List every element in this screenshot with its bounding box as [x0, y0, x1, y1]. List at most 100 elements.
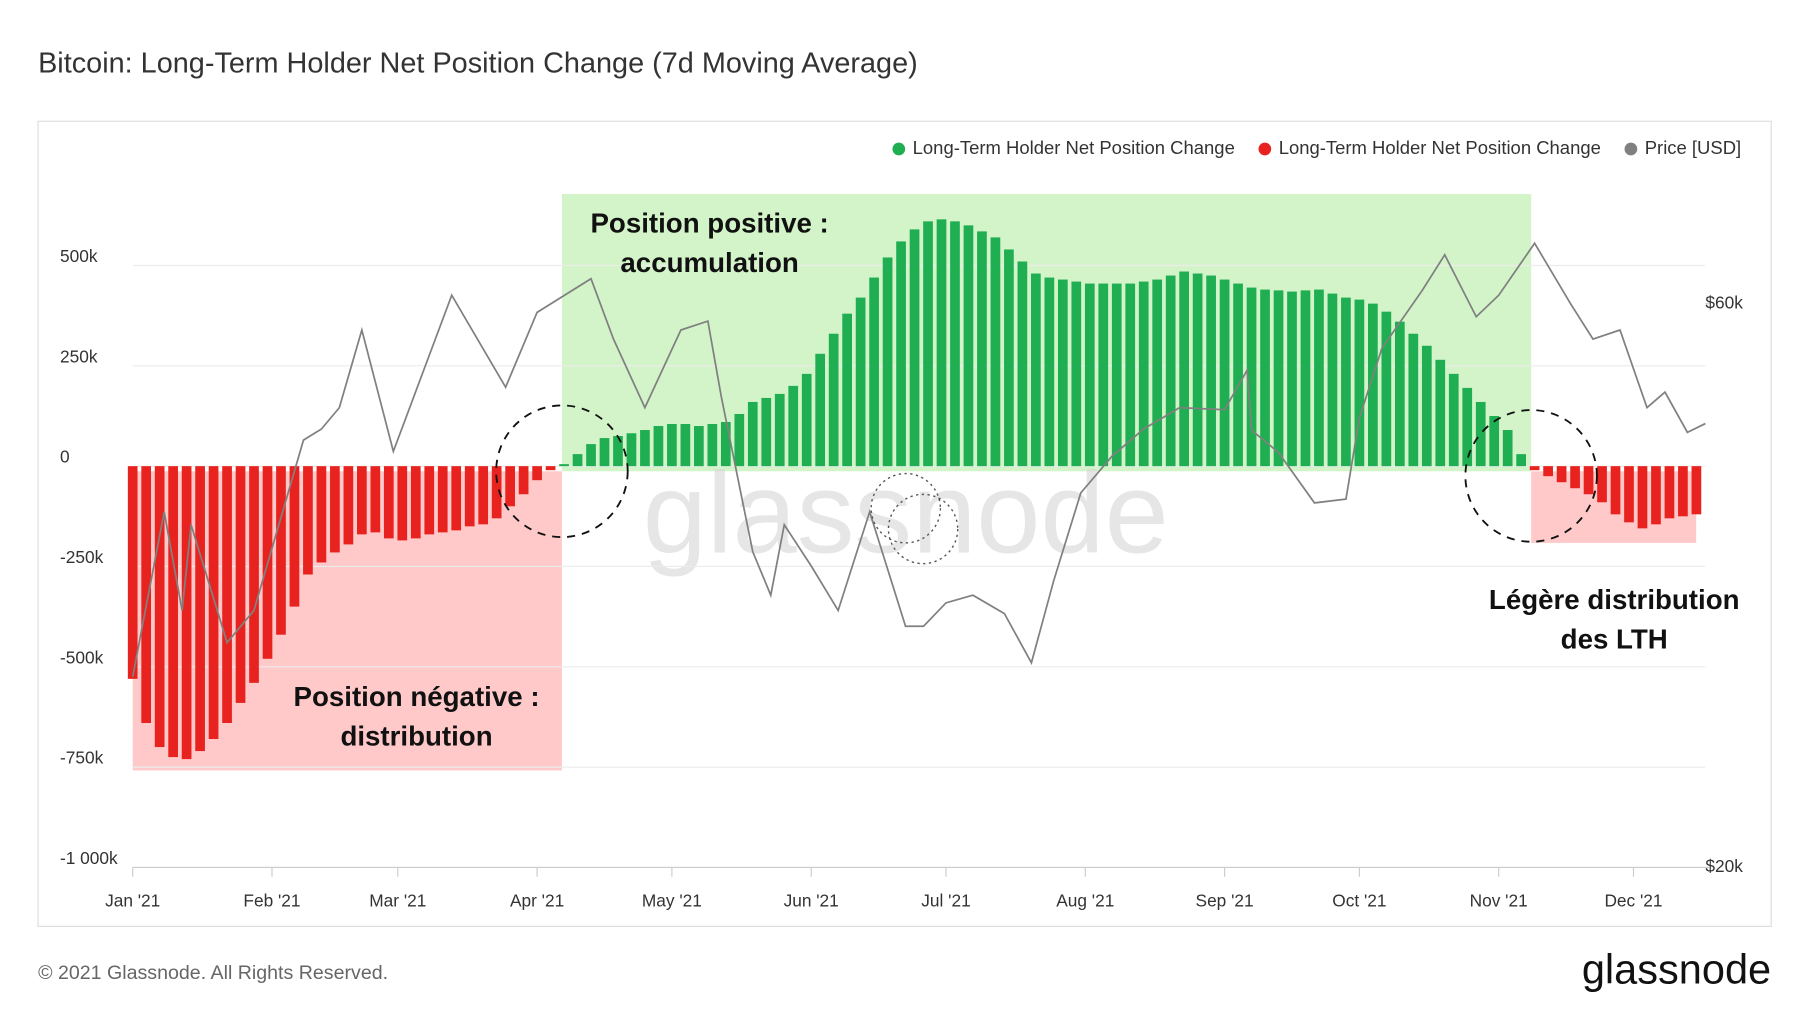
bar — [1529, 466, 1540, 471]
bar — [1152, 279, 1163, 467]
bar — [316, 466, 327, 563]
bar — [545, 466, 556, 471]
bar — [950, 221, 960, 467]
bar — [478, 466, 489, 525]
legend-swatch — [1258, 142, 1272, 156]
bar — [1219, 279, 1230, 467]
bar — [936, 219, 947, 467]
x-tick-label: May '21 — [642, 891, 702, 911]
bar — [1421, 345, 1432, 467]
bar — [491, 466, 502, 519]
bar — [451, 466, 462, 531]
x-tick-label: Feb '21 — [243, 891, 300, 911]
bar — [855, 297, 866, 467]
bar — [181, 466, 192, 760]
y-tick-label: 0 — [60, 447, 70, 467]
bar — [154, 466, 165, 748]
y-tick-label: -500k — [60, 647, 104, 667]
x-tick-label: Nov '21 — [1470, 891, 1528, 911]
bar — [680, 424, 691, 467]
x-tick-label: Mar '21 — [369, 891, 426, 911]
bar — [869, 277, 879, 467]
bar — [505, 466, 515, 507]
legend-swatch — [892, 142, 906, 156]
bar — [1624, 466, 1634, 523]
bar — [586, 444, 596, 467]
bar — [977, 231, 987, 467]
bar — [1637, 466, 1648, 529]
bar — [1435, 359, 1446, 467]
bar — [1610, 466, 1621, 515]
bar — [1583, 466, 1594, 495]
bar — [1300, 290, 1311, 467]
bar — [640, 430, 650, 467]
bar — [613, 436, 623, 467]
bar — [1314, 289, 1324, 467]
x-tick-label: Aug '21 — [1056, 891, 1114, 911]
x-tick-label: Oct '21 — [1332, 891, 1386, 911]
bar — [626, 433, 637, 467]
footer: © 2021 Glassnode. All Rights Reserved. — [38, 962, 388, 984]
legend-label: Long-Term Holder Net Position Change — [913, 137, 1235, 158]
bar — [518, 466, 529, 495]
bar — [397, 466, 408, 541]
x-tick-label: Dec '21 — [1604, 891, 1662, 911]
bar — [842, 313, 852, 467]
watermark: glassnode — [643, 449, 1169, 578]
bar — [707, 424, 718, 467]
bar — [815, 353, 826, 467]
legend-swatch — [1624, 142, 1638, 156]
bar — [1057, 279, 1068, 467]
dashed-circle — [1464, 409, 1598, 543]
y2-tick-label: $20k — [1705, 856, 1743, 876]
bar — [1556, 466, 1567, 483]
bar — [1233, 283, 1243, 467]
bar — [1368, 303, 1378, 467]
bar — [1017, 261, 1028, 467]
annotations: Position positive : accumulation Position … — [294, 208, 1740, 752]
bar — [653, 426, 664, 467]
bar — [141, 466, 152, 723]
bar — [909, 229, 920, 467]
y2-tick-label: $60k — [1705, 292, 1743, 312]
annotation: Légère distribution — [1489, 584, 1740, 615]
bar — [370, 466, 381, 533]
x-tick-label: Sep '21 — [1196, 891, 1254, 911]
bar — [694, 426, 704, 467]
bar — [249, 466, 259, 683]
bar — [1071, 281, 1082, 467]
bar — [1651, 466, 1661, 525]
bar — [464, 466, 475, 527]
bar — [1475, 401, 1486, 467]
bars — [127, 219, 1702, 760]
bar — [222, 466, 232, 723]
bar — [1084, 283, 1095, 467]
x-tick-label: Jun '21 — [784, 891, 839, 911]
bar — [828, 333, 839, 467]
annotation: Position négative : — [294, 681, 540, 712]
bar — [761, 397, 772, 467]
bar — [734, 413, 745, 467]
y-tick-label: -750k — [60, 748, 104, 768]
annotation: des LTH — [1561, 623, 1668, 654]
bar — [1246, 287, 1257, 467]
bar — [1394, 321, 1405, 467]
bar — [1192, 273, 1203, 467]
y-tick-label: -1 000k — [60, 848, 118, 868]
bar — [1489, 415, 1500, 467]
bar — [1691, 466, 1702, 515]
bar — [437, 466, 448, 533]
bar — [1287, 291, 1297, 467]
bar — [1502, 430, 1513, 467]
x-tick-label: Apr '21 — [510, 891, 564, 911]
bar — [235, 466, 246, 703]
bar — [1004, 249, 1014, 467]
bar — [801, 373, 812, 467]
bar — [357, 466, 367, 535]
bar — [1098, 283, 1109, 467]
bar — [1044, 277, 1055, 467]
bar — [1125, 283, 1136, 467]
bar — [882, 257, 893, 467]
